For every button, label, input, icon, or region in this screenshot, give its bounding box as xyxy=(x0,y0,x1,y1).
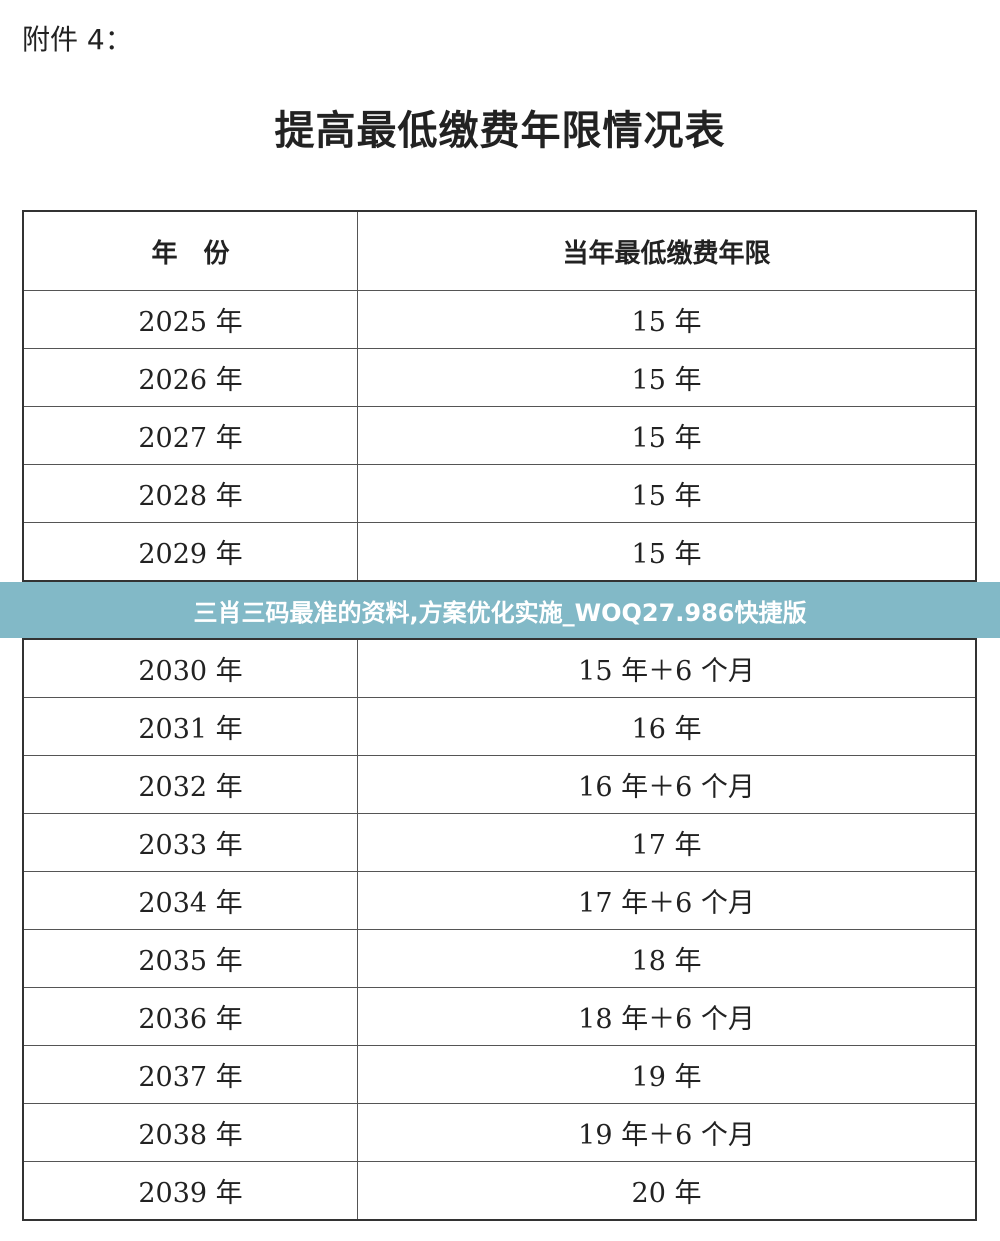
header-year: 年 份 xyxy=(22,210,358,291)
year-cell: 2032 年 xyxy=(22,755,358,814)
year-cell: 2026 年 xyxy=(22,348,358,407)
year-cell: 2037 年 xyxy=(22,1045,358,1104)
page-title: 提高最低缴费年限情况表 xyxy=(274,107,726,154)
year-cell: 2034 年 xyxy=(22,871,358,930)
min-years-cell: 19 年 xyxy=(357,1045,977,1104)
year-cell: 2033 年 xyxy=(22,813,358,872)
year-cell: 2030 年 xyxy=(22,638,358,698)
header-min-years: 当年最低缴费年限 xyxy=(357,210,977,291)
min-years-cell: 19 年＋6 个月 xyxy=(357,1103,977,1162)
min-years-cell: 16 年 xyxy=(357,697,977,756)
year-cell: 2029 年 xyxy=(22,522,358,582)
year-cell: 2025 年 xyxy=(22,290,358,349)
table-row: 2035 年 18 年 xyxy=(22,929,977,988)
year-cell: 2035 年 xyxy=(22,929,358,988)
table-row: 2026 年 15 年 xyxy=(22,348,977,407)
year-cell: 2028 年 xyxy=(22,464,358,523)
min-years-cell: 18 年 xyxy=(357,929,977,988)
table-row: 2033 年 17 年 xyxy=(22,813,977,872)
min-years-cell: 15 年＋6 个月 xyxy=(357,638,977,698)
table-row: 2030 年 15 年＋6 个月 xyxy=(22,638,977,698)
min-years-cell: 15 年 xyxy=(357,348,977,407)
min-years-cell: 15 年 xyxy=(357,290,977,349)
table-row: 2037 年 19 年 xyxy=(22,1045,977,1104)
min-years-cell: 15 年 xyxy=(357,464,977,523)
min-years-cell: 15 年 xyxy=(357,406,977,465)
year-cell: 2031 年 xyxy=(22,697,358,756)
contribution-years-table-continued: 2030 年 15 年＋6 个月 2031 年 16 年 2032 年 16 年＋6 个月… xyxy=(22,638,977,1221)
table-row: 2025 年 15 年 xyxy=(22,290,977,349)
min-years-cell: 15 年 xyxy=(357,522,977,582)
table-row: 2036 年 18 年＋6 个月 xyxy=(22,987,977,1046)
table-row: 2031 年 16 年 xyxy=(22,697,977,756)
year-cell: 2027 年 xyxy=(22,406,358,465)
table-row: 2038 年 19 年＋6 个月 xyxy=(22,1103,977,1162)
table-row: 2034 年 17 年＋6 个月 xyxy=(22,871,977,930)
overlay-banner: 三肖三码最准的资料,方案优化实施_WOQ27.986快捷版 xyxy=(0,582,1000,638)
table-row: 2028 年 15 年 xyxy=(22,464,977,523)
min-years-cell: 18 年＋6 个月 xyxy=(357,987,977,1046)
attachment-label: 附件 4： xyxy=(22,23,133,56)
min-years-cell: 17 年 xyxy=(357,813,977,872)
year-cell: 2036 年 xyxy=(22,987,358,1046)
table-row: 2039 年 20 年 xyxy=(22,1161,977,1221)
min-years-cell: 20 年 xyxy=(357,1161,977,1221)
table-row: 2027 年 15 年 xyxy=(22,406,977,465)
min-years-cell: 16 年＋6 个月 xyxy=(357,755,977,814)
table-row: 2029 年 15 年 xyxy=(22,522,977,582)
year-cell: 2038 年 xyxy=(22,1103,358,1162)
table-header-row: 年 份 当年最低缴费年限 xyxy=(22,210,977,291)
table-row: 2032 年 16 年＋6 个月 xyxy=(22,755,977,814)
min-years-cell: 17 年＋6 个月 xyxy=(357,871,977,930)
year-cell: 2039 年 xyxy=(22,1161,358,1221)
